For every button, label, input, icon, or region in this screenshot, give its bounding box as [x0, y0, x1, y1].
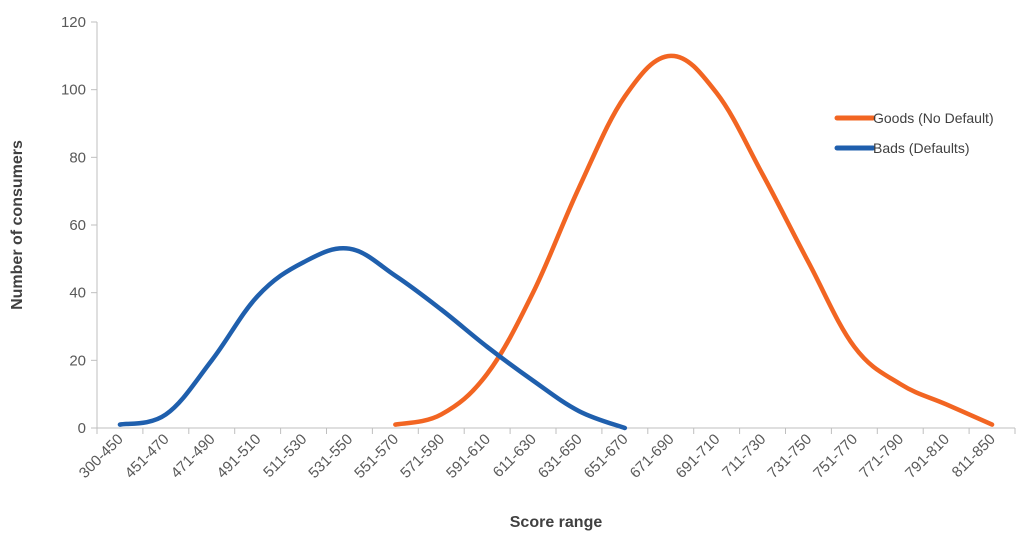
x-tick-label: 551-570 — [351, 431, 402, 482]
y-tick-label: 100 — [61, 82, 86, 99]
series-line-bads — [117, 245, 628, 431]
y-tick-label: 120 — [61, 14, 86, 31]
x-tick-label: 511-530 — [260, 431, 310, 481]
x-tick-label: 491-510 — [214, 431, 265, 482]
plot-area — [117, 53, 995, 431]
legend-label: Bads (Defaults) — [873, 140, 969, 156]
x-tick-label: 531-550 — [305, 431, 356, 482]
axes: 0 20 40 60 80 100 120 300-450451-470471-490491-… — [61, 14, 1016, 482]
y-axis-title: Number of consumers — [9, 140, 26, 310]
y-tick-label: 40 — [69, 285, 86, 302]
x-tick-label: 611-630 — [490, 431, 540, 481]
x-tick-label: 671-690 — [627, 431, 678, 482]
y-tick-label: 60 — [69, 217, 86, 234]
x-axis-title: Score range — [510, 514, 603, 531]
x-tick-label: 651-670 — [581, 431, 632, 482]
x-tick-label: 631-650 — [535, 431, 586, 482]
legend-label: Goods (No Default) — [873, 110, 994, 126]
x-tick-label: 791-810 — [902, 431, 953, 482]
x-tick-label: 711-730 — [719, 431, 769, 481]
x-tick-label: 771-790 — [856, 431, 907, 482]
x-tick-label: 811-850 — [949, 431, 999, 481]
x-tick-label: 691-710 — [673, 431, 724, 482]
y-tick-label: 20 — [69, 352, 86, 369]
x-tick-label: 300-450 — [76, 431, 127, 482]
x-tick-label: 471-490 — [168, 431, 219, 482]
x-tick-label: 731-750 — [764, 431, 815, 482]
x-tick-label: 451-470 — [122, 431, 173, 482]
x-tick-label: 571-590 — [397, 431, 448, 482]
legend: Goods (No Default) Bads (Defaults) — [834, 110, 994, 156]
y-tick-label: 0 — [78, 420, 86, 437]
x-tick-label: 751-770 — [810, 431, 861, 482]
x-tick-label: 591-610 — [443, 431, 494, 482]
y-tick-label: 80 — [69, 149, 86, 166]
series-line-goods — [393, 53, 995, 427]
